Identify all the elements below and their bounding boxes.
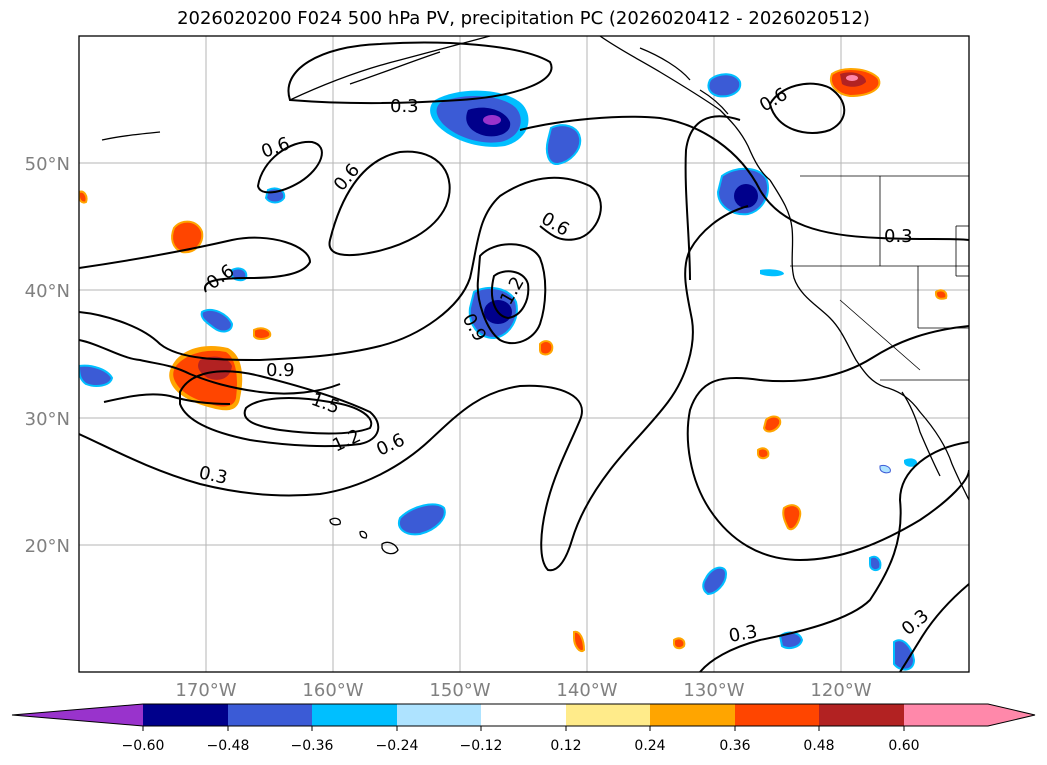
precip-blob (702, 566, 728, 596)
precip-blob (935, 289, 948, 300)
pv-contours (79, 41, 969, 672)
contour-label: 0.3 (727, 621, 759, 647)
precip-blob (707, 73, 742, 98)
colorbar-swatch (566, 704, 650, 726)
colorbar: −0.60 −0.48 −0.36 −0.24 −0.12 0.12 0.24 … (11, 703, 1036, 754)
contour-label: 0.3 (884, 226, 913, 247)
precip-blob (573, 630, 586, 652)
colorbar-tick-label: 0.48 (803, 738, 834, 754)
precip-blob (757, 447, 770, 460)
precip-blob (200, 308, 234, 333)
colorbar-tick-labels: −0.60 −0.48 −0.36 −0.24 −0.12 0.12 0.24 … (122, 738, 920, 754)
lat-label: 40°N (25, 281, 70, 302)
colorbar-swatch (819, 704, 904, 726)
precip-blob (782, 504, 802, 531)
lon-labels: 170°W 160°W 150°W 140°W 130°W 120°W (175, 680, 871, 701)
map-title: 2026020200 F024 500 hPa PV, precipitatio… (177, 8, 870, 29)
lat-label: 50°N (25, 154, 70, 175)
colorbar-tick-label: −0.60 (122, 738, 165, 754)
precip-blob (539, 340, 554, 356)
precip-blob (879, 465, 891, 474)
colorbar-tick-label: −0.36 (291, 738, 334, 754)
colorbar-swatch (650, 704, 735, 726)
precip-blob (545, 124, 582, 166)
map-frame (78, 35, 970, 673)
colorbar-tick-label: 0.24 (634, 738, 665, 754)
precip-blob (253, 327, 272, 340)
lon-label: 150°W (429, 680, 490, 701)
lon-label: 160°W (302, 680, 363, 701)
lon-label: 120°W (810, 680, 871, 701)
colorbar-extend-min (12, 704, 143, 726)
precip-blob (79, 190, 88, 204)
precip-blob (762, 415, 782, 433)
contour-label: 0.3 (390, 96, 419, 117)
precip-blob (760, 269, 784, 277)
colorbar-swatch (735, 704, 819, 726)
lon-label: 130°W (683, 680, 744, 701)
precip-blob (904, 458, 918, 467)
colorbar-tick-label: −0.48 (207, 738, 250, 754)
precip-blob (869, 555, 882, 572)
lon-label: 170°W (175, 680, 236, 701)
colorbar-tick-label: 0.12 (550, 738, 581, 754)
colorbar-ticks (142, 726, 905, 731)
boundaries (790, 175, 969, 381)
precip-blob (398, 503, 446, 536)
lat-label: 20°N (25, 536, 70, 557)
precip-blob (79, 364, 114, 387)
colorbar-swatch (481, 704, 566, 726)
colorbar-tick-label: −0.24 (376, 738, 419, 754)
precip-negative-north (430, 90, 529, 147)
lat-label: 30°N (25, 409, 70, 430)
colorbar-swatch (397, 704, 481, 726)
colorbar-tick-label: −0.12 (460, 738, 503, 754)
colorbar-swatch (312, 704, 397, 726)
colorbar-extend-max (904, 704, 1035, 726)
precip-blob (893, 639, 916, 671)
lon-label: 140°W (556, 680, 617, 701)
colorbar-tick-label: 0.60 (888, 738, 919, 754)
lat-labels: 50°N 40°N 30°N 20°N (25, 154, 70, 557)
precip-blob (778, 631, 804, 649)
colorbar-tick-label: 0.36 (719, 738, 750, 754)
colorbar-swatch (143, 704, 228, 726)
precip-blob (673, 637, 686, 650)
colorbar-swatch (228, 704, 312, 726)
contour-label: 0.9 (266, 360, 295, 381)
